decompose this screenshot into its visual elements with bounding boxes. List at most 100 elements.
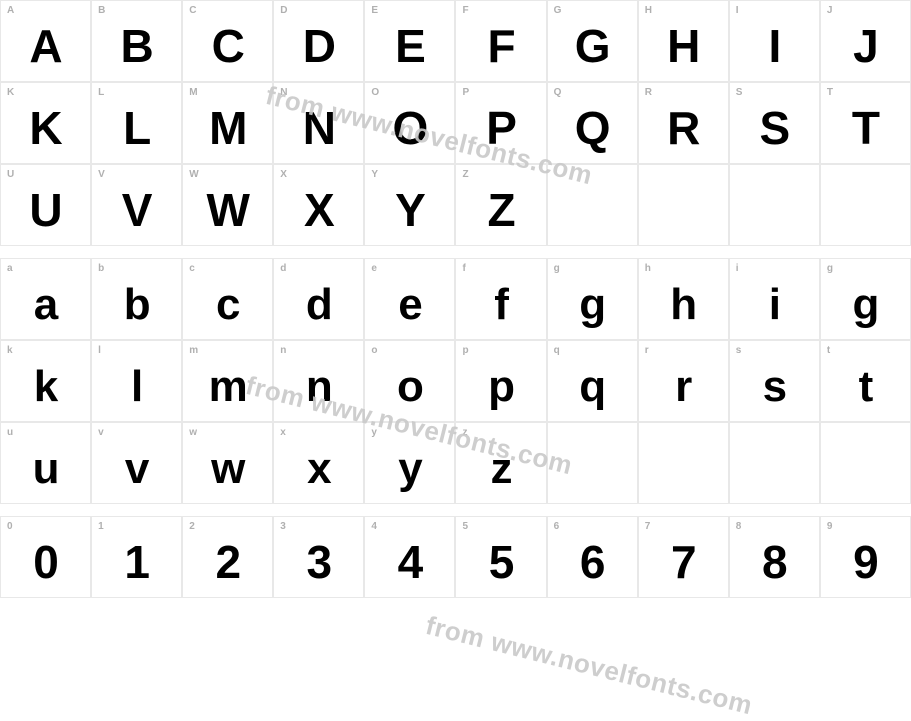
- cell-label: 7: [645, 521, 651, 532]
- cell-label: 4: [371, 521, 377, 532]
- cell-label: 1: [98, 521, 104, 532]
- cell-label: t: [827, 345, 831, 356]
- glyph-cell: VV: [91, 164, 182, 246]
- glyph-cell: mm: [182, 340, 273, 422]
- glyph-cell: 88: [729, 516, 820, 598]
- cell-glyph: 0: [33, 535, 58, 589]
- glyph-cell: 44: [364, 516, 455, 598]
- glyph-cell: qq: [547, 340, 638, 422]
- glyph-cell: uu: [0, 422, 91, 504]
- cell-glyph: 6: [580, 535, 605, 589]
- cell-glyph: 8: [762, 535, 787, 589]
- glyph-cell: KK: [0, 82, 91, 164]
- cell-label: W: [189, 169, 199, 180]
- cell-label: T: [827, 87, 833, 98]
- cell-label: o: [371, 345, 377, 356]
- cell-glyph: Q: [575, 101, 610, 155]
- glyph-cell: NN: [273, 82, 364, 164]
- cell-glyph: R: [667, 101, 699, 155]
- glyph-cell: 55: [455, 516, 546, 598]
- cell-glyph: s: [763, 362, 786, 412]
- cell-glyph: B: [121, 19, 153, 73]
- glyph-cell: RR: [638, 82, 729, 164]
- cell-label: P: [462, 87, 469, 98]
- cell-label: U: [7, 169, 15, 180]
- glyph-cell-empty: [547, 164, 638, 246]
- glyph-cell: HH: [638, 0, 729, 82]
- cell-label: I: [736, 5, 739, 16]
- glyph-cell: TT: [820, 82, 911, 164]
- cell-label: S: [736, 87, 743, 98]
- cell-glyph: d: [306, 280, 332, 330]
- cell-label: Z: [462, 169, 468, 180]
- glyph-cell: dd: [273, 258, 364, 340]
- cell-label: 9: [827, 521, 833, 532]
- glyph-cell: hh: [638, 258, 729, 340]
- cell-label: H: [645, 5, 653, 16]
- glyph-cell: ZZ: [455, 164, 546, 246]
- cell-glyph: n: [306, 362, 332, 412]
- glyph-cell: ll: [91, 340, 182, 422]
- glyph-cell-empty: [547, 422, 638, 504]
- cell-label: L: [98, 87, 104, 98]
- uppercase-grid: AA BB CC DD EE FF GG HH II JJ KK LL MM N…: [0, 0, 911, 246]
- glyph-cell: 11: [91, 516, 182, 598]
- cell-glyph: O: [393, 101, 428, 155]
- glyph-cell: 33: [273, 516, 364, 598]
- cell-glyph: N: [303, 101, 335, 155]
- cell-glyph: P: [486, 101, 516, 155]
- glyph-cell: aa: [0, 258, 91, 340]
- cell-label: v: [98, 427, 104, 438]
- cell-glyph: W: [207, 183, 249, 237]
- glyph-cell: yy: [364, 422, 455, 504]
- cell-glyph: I: [768, 19, 780, 73]
- cell-label: D: [280, 5, 288, 16]
- glyph-cell: AA: [0, 0, 91, 82]
- cell-glyph: Y: [395, 183, 425, 237]
- glyph-cell: oo: [364, 340, 455, 422]
- glyph-cell: zz: [455, 422, 546, 504]
- cell-label: Q: [554, 87, 562, 98]
- cell-glyph: v: [125, 444, 148, 494]
- cell-glyph: a: [34, 280, 57, 330]
- cell-label: e: [371, 263, 377, 274]
- glyph-cell-empty: [638, 164, 729, 246]
- glyph-cell-empty: [638, 422, 729, 504]
- cell-label: f: [462, 263, 466, 274]
- glyph-cell: MM: [182, 82, 273, 164]
- glyph-cell: xx: [273, 422, 364, 504]
- cell-label: M: [189, 87, 198, 98]
- cell-label: 3: [280, 521, 286, 532]
- cell-glyph: K: [29, 101, 61, 155]
- cell-glyph: z: [491, 444, 512, 494]
- cell-glyph: 4: [398, 535, 423, 589]
- glyph-cell: tt: [820, 340, 911, 422]
- cell-glyph: D: [303, 19, 335, 73]
- glyph-cell: GG: [547, 0, 638, 82]
- cell-glyph: f: [494, 280, 508, 330]
- glyph-cell: 00: [0, 516, 91, 598]
- glyph-cell: FF: [455, 0, 546, 82]
- cell-label: B: [98, 5, 106, 16]
- cell-label: g: [827, 263, 833, 274]
- cell-glyph: M: [209, 101, 246, 155]
- glyph-cell: bb: [91, 258, 182, 340]
- cell-label: 8: [736, 521, 742, 532]
- cell-glyph: G: [575, 19, 610, 73]
- cell-glyph: e: [398, 280, 421, 330]
- cell-label: E: [371, 5, 378, 16]
- glyph-cell: cc: [182, 258, 273, 340]
- glyph-cell: ss: [729, 340, 820, 422]
- glyph-cell: pp: [455, 340, 546, 422]
- glyph-cell: kk: [0, 340, 91, 422]
- cell-glyph: i: [769, 280, 780, 330]
- cell-label: G: [554, 5, 562, 16]
- cell-glyph: m: [209, 362, 247, 412]
- glyph-cell: PP: [455, 82, 546, 164]
- watermark-text: from www.novelfonts.com: [423, 610, 756, 721]
- cell-label: 5: [462, 521, 468, 532]
- glyph-cell: BB: [91, 0, 182, 82]
- cell-glyph: Z: [487, 183, 514, 237]
- lowercase-grid: aa bb cc dd ee ff gg hh ii gg kk ll mm n…: [0, 258, 911, 504]
- cell-glyph: g: [852, 280, 878, 330]
